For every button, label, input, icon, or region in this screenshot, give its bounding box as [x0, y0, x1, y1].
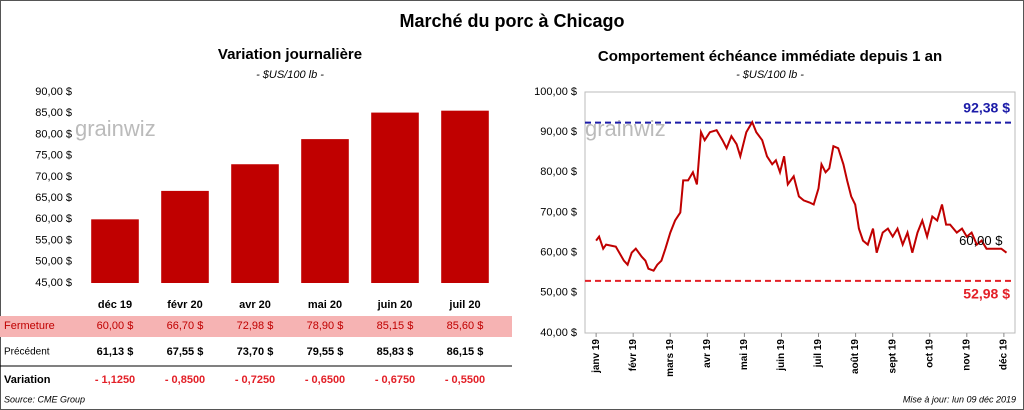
x-tick-label: oct 19: [924, 339, 935, 368]
x-tick-label: mars 19: [665, 339, 676, 377]
x-tick-label: mai 19: [739, 339, 750, 371]
table-cell: 73,70 $: [237, 346, 274, 358]
closing-value: 85,15 $: [377, 320, 414, 332]
x-tick-label: févr 19: [628, 339, 639, 372]
y-tick-label: 80,00 $: [540, 166, 577, 178]
bar: [231, 164, 279, 283]
x-tick-label: avr 20: [239, 299, 271, 311]
table-cell: - 0,8500: [165, 374, 205, 386]
x-tick-label: juin 20: [377, 299, 413, 311]
table-cell: - 0,6750: [375, 374, 415, 386]
table-cell: 61,13 $: [97, 346, 134, 358]
table-cell: 85,83 $: [377, 346, 414, 358]
y-tick-label: 90,00 $: [35, 86, 72, 98]
x-tick-label: févr 20: [167, 299, 202, 311]
x-tick-label: sept 19: [887, 339, 898, 374]
table-cell: 67,55 $: [167, 346, 204, 358]
table-cell: - 0,7250: [235, 374, 275, 386]
closing-value: 60,00 $: [97, 320, 134, 332]
source: Source: CME Group: [4, 394, 85, 404]
y-tick-label: 90,00 $: [540, 126, 577, 138]
x-tick-label: déc 19: [999, 339, 1010, 371]
closing-value: 72,98 $: [237, 320, 274, 332]
y-tick-label: 60,00 $: [35, 213, 72, 225]
watermark: grainwiz: [75, 116, 156, 141]
chart-subtitle: - $US/100 lb -: [736, 69, 804, 81]
bar: [301, 139, 349, 283]
bar: [441, 110, 489, 283]
x-tick-label: juin 19: [776, 339, 787, 372]
row-label: Précédent: [4, 347, 50, 358]
y-tick-label: 55,00 $: [35, 234, 72, 246]
x-tick-label: juil 20: [448, 299, 480, 311]
closing-value: 85,60 $: [447, 320, 484, 332]
plot-frame: [584, 91, 1016, 334]
y-tick-label: 50,00 $: [35, 256, 72, 268]
y-tick-label: 75,00 $: [35, 150, 72, 162]
y-tick-label: 60,00 $: [540, 247, 577, 259]
updated: Mise à jour: lun 09 déc 2019: [903, 394, 1016, 404]
table-cell: 79,55 $: [307, 346, 344, 358]
bar: [91, 219, 139, 283]
table-cell: - 0,6500: [305, 374, 345, 386]
x-tick-label: avr 19: [702, 339, 713, 368]
row-label: Fermeture: [4, 320, 55, 332]
table-cell: 86,15 $: [447, 346, 484, 358]
last-value-label: 60,00 $: [959, 233, 1003, 248]
y-tick-label: 70,00 $: [540, 206, 577, 218]
bar: [371, 112, 419, 283]
table-cell: - 0,5500: [445, 374, 485, 386]
watermark: grainwiz: [585, 116, 666, 141]
y-tick-label: 80,00 $: [35, 128, 72, 140]
reference-label: 92,38 $: [963, 99, 1010, 115]
bar: [161, 190, 209, 283]
closing-row-bg: [0, 316, 512, 337]
page-title: Marché du porc à Chicago: [399, 11, 624, 31]
y-tick-label: 70,00 $: [35, 171, 72, 183]
y-tick-label: 65,00 $: [35, 192, 72, 204]
y-tick-label: 100,00 $: [534, 86, 577, 98]
closing-value: 78,90 $: [307, 320, 344, 332]
closing-value: 66,70 $: [167, 320, 204, 332]
chart-subtitle: - $US/100 lb -: [256, 69, 324, 81]
row-label: Variation: [4, 374, 51, 386]
price-line: [595, 119, 1008, 272]
y-tick-label: 45,00 $: [35, 277, 72, 289]
y-tick-label: 85,00 $: [35, 107, 72, 119]
chart-title: Comportement échéance immédiate depuis 1…: [598, 48, 942, 65]
table-cell: - 1,1250: [95, 374, 135, 386]
x-tick-label: déc 19: [98, 299, 132, 311]
chart-title: Variation journalière: [218, 46, 362, 63]
x-tick-label: mai 20: [308, 299, 342, 311]
x-tick-label: août 19: [850, 339, 861, 374]
reference-label: 52,98 $: [963, 286, 1010, 302]
x-tick-label: juil 19: [813, 339, 824, 369]
x-tick-label: janv 19: [591, 339, 602, 374]
x-tick-label: nov 19: [961, 339, 972, 371]
y-tick-label: 40,00 $: [540, 327, 577, 339]
y-tick-label: 50,00 $: [540, 287, 577, 299]
